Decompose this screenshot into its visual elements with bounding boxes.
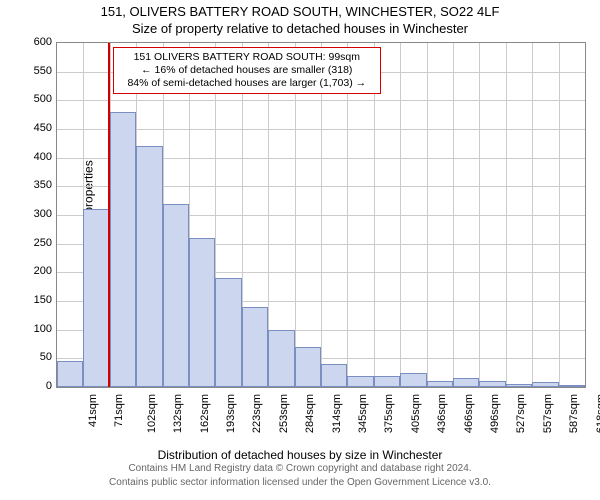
histogram-bar xyxy=(163,204,189,387)
x-tick-label: 284sqm xyxy=(304,394,316,433)
bars-layer xyxy=(57,43,585,387)
x-tick-label: 466sqm xyxy=(463,394,475,433)
x-tick-label: 436sqm xyxy=(436,394,448,433)
y-tick-label: 400 xyxy=(34,151,52,163)
histogram-bar xyxy=(532,382,558,387)
x-tick-label: 132sqm xyxy=(172,394,184,433)
y-axis-ticks: 050100150200250300350400450500550600 xyxy=(28,42,54,388)
histogram-chart: Number of detached properties 0501001502… xyxy=(0,36,600,450)
x-tick-label: 618sqm xyxy=(595,394,600,433)
x-tick-label: 314sqm xyxy=(331,394,343,433)
x-tick-label: 102sqm xyxy=(146,394,158,433)
x-tick-label: 193sqm xyxy=(225,394,237,433)
y-tick-label: 200 xyxy=(34,265,52,277)
histogram-bar xyxy=(268,330,294,387)
histogram-bar xyxy=(242,307,268,387)
histogram-bar xyxy=(215,278,241,387)
histogram-bar xyxy=(559,385,585,387)
y-tick-label: 250 xyxy=(34,237,52,249)
histogram-bar xyxy=(374,376,400,387)
property-marker-line xyxy=(108,43,110,387)
y-tick-label: 0 xyxy=(46,380,52,392)
x-tick-label: 41sqm xyxy=(87,394,99,427)
y-tick-label: 350 xyxy=(34,179,52,191)
x-tick-label: 405sqm xyxy=(410,394,422,433)
page-title-line-2: Size of property relative to detached ho… xyxy=(0,21,600,36)
x-axis-label: Distribution of detached houses by size … xyxy=(0,448,600,462)
annotation-line: 84% of semi-detached houses are larger (… xyxy=(120,77,374,90)
x-tick-label: 496sqm xyxy=(489,394,501,433)
histogram-bar xyxy=(57,361,83,387)
histogram-bar xyxy=(506,384,532,387)
histogram-bar xyxy=(83,209,109,387)
histogram-bar xyxy=(189,238,215,387)
y-tick-label: 300 xyxy=(34,208,52,220)
histogram-bar xyxy=(110,112,136,387)
credits-line-1: Contains HM Land Registry data © Crown c… xyxy=(0,463,600,474)
y-tick-label: 50 xyxy=(40,351,52,363)
x-tick-label: 162sqm xyxy=(199,394,211,433)
x-tick-label: 375sqm xyxy=(384,394,396,433)
y-tick-label: 100 xyxy=(34,323,52,335)
histogram-bar xyxy=(479,381,505,387)
plot-area: 151 OLIVERS BATTERY ROAD SOUTH: 99sqm← 1… xyxy=(56,42,586,388)
x-tick-label: 557sqm xyxy=(542,394,554,433)
x-tick-label: 71sqm xyxy=(113,394,125,427)
x-tick-label: 253sqm xyxy=(278,394,290,433)
x-axis-ticks: 41sqm 71sqm 102sqm 132sqm 162sqm 193sqm 223sqm… xyxy=(56,390,586,446)
page-title-line-1: 151, OLIVERS BATTERY ROAD SOUTH, WINCHES… xyxy=(0,4,600,19)
credits-line-2: Contains public sector information licen… xyxy=(0,477,600,488)
annotation-box: 151 OLIVERS BATTERY ROAD SOUTH: 99sqm← 1… xyxy=(113,47,381,94)
y-tick-label: 450 xyxy=(34,122,52,134)
annotation-line: 151 OLIVERS BATTERY ROAD SOUTH: 99sqm xyxy=(120,51,374,64)
x-tick-label: 527sqm xyxy=(516,394,528,433)
histogram-bar xyxy=(453,378,479,387)
x-tick-label: 223sqm xyxy=(252,394,264,433)
y-tick-label: 500 xyxy=(34,93,52,105)
histogram-bar xyxy=(321,364,347,387)
y-tick-label: 600 xyxy=(34,36,52,48)
y-tick-label: 550 xyxy=(34,65,52,77)
y-tick-label: 150 xyxy=(34,294,52,306)
x-tick-label: 345sqm xyxy=(357,394,369,433)
histogram-bar xyxy=(427,381,453,387)
histogram-bar xyxy=(136,146,162,387)
histogram-bar xyxy=(295,347,321,387)
histogram-bar xyxy=(347,376,373,387)
x-tick-label: 587sqm xyxy=(568,394,580,433)
annotation-line: ← 16% of detached houses are smaller (31… xyxy=(120,64,374,77)
histogram-bar xyxy=(400,373,426,387)
